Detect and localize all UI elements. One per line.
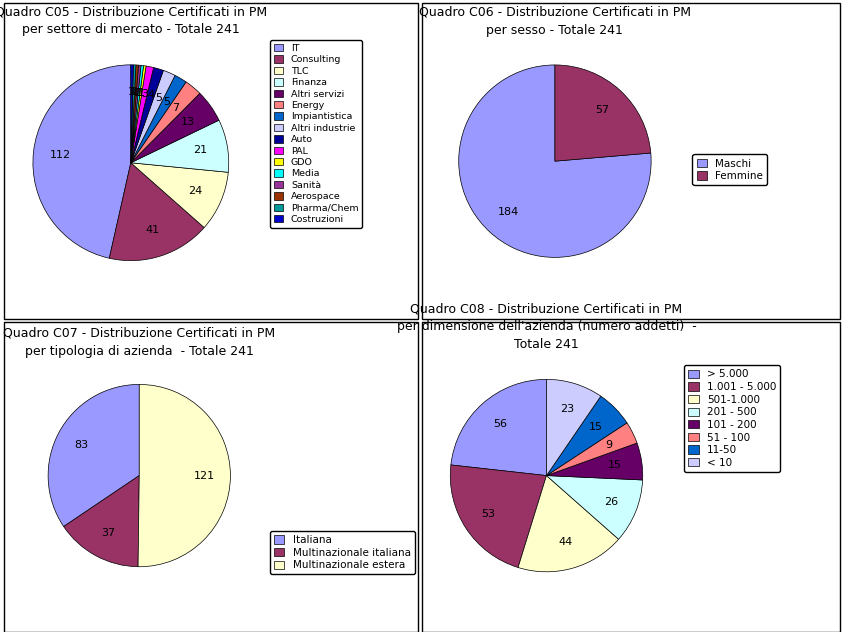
Text: 15: 15 [589, 422, 603, 432]
Wedge shape [131, 65, 133, 163]
Legend: IT, Consulting, TLC, Finanza, Altri servizi, Energy, Impiantistica, Altri indust: IT, Consulting, TLC, Finanza, Altri serv… [270, 40, 362, 228]
Wedge shape [546, 379, 601, 476]
Wedge shape [451, 465, 547, 568]
Text: 56: 56 [493, 419, 507, 429]
Text: 1: 1 [138, 88, 144, 98]
Wedge shape [451, 379, 547, 476]
Wedge shape [131, 94, 219, 163]
Text: 41: 41 [145, 225, 160, 235]
Wedge shape [131, 66, 154, 163]
Wedge shape [131, 65, 136, 163]
Text: 1: 1 [133, 88, 141, 97]
Text: 37: 37 [101, 528, 115, 538]
Text: 121: 121 [194, 471, 215, 481]
Text: 4: 4 [147, 90, 154, 100]
Text: 83: 83 [74, 440, 89, 450]
Text: 26: 26 [603, 497, 618, 507]
Text: 1: 1 [136, 88, 143, 98]
Title: Quadro C05 - Distribuzione Certificati in PM
per settore di mercato - Totale 241: Quadro C05 - Distribuzione Certificati i… [0, 6, 267, 37]
Wedge shape [131, 66, 146, 163]
Wedge shape [33, 65, 131, 258]
Text: 44: 44 [558, 537, 572, 547]
Wedge shape [63, 475, 139, 567]
Text: 24: 24 [188, 186, 203, 196]
Wedge shape [555, 65, 651, 161]
Wedge shape [131, 65, 143, 163]
Wedge shape [547, 396, 627, 476]
Text: 15: 15 [608, 460, 622, 470]
Wedge shape [547, 443, 643, 480]
Text: 1: 1 [132, 87, 139, 97]
Wedge shape [110, 163, 204, 260]
Wedge shape [131, 65, 138, 163]
Text: 1: 1 [130, 87, 137, 97]
Text: 3: 3 [141, 88, 148, 99]
Legend: > 5.000, 1.001 - 5.000, 501-1.000, 201 - 500, 101 - 200, 51 - 100, 11-50, < 10: > 5.000, 1.001 - 5.000, 501-1.000, 201 -… [684, 365, 781, 472]
Wedge shape [518, 476, 619, 572]
Text: 184: 184 [497, 207, 519, 217]
Title: Quadro C07 - Distribuzione Certificati in PM
per tipologia di azienda  - Totale : Quadro C07 - Distribuzione Certificati i… [3, 327, 275, 358]
Text: 9: 9 [605, 440, 612, 449]
Title: Quadro C08 - Distribuzione Certificati in PM
per dimensione dell'azienda (numero: Quadro C08 - Distribuzione Certificati i… [397, 302, 696, 351]
Wedge shape [459, 65, 651, 257]
Wedge shape [131, 163, 228, 228]
Wedge shape [131, 65, 141, 163]
Wedge shape [131, 82, 200, 163]
Text: 7: 7 [172, 104, 179, 113]
Wedge shape [547, 476, 642, 539]
Text: 5: 5 [155, 93, 162, 103]
Text: 23: 23 [560, 404, 574, 415]
Wedge shape [131, 120, 229, 173]
Wedge shape [48, 384, 139, 526]
Wedge shape [131, 75, 186, 163]
Text: 53: 53 [482, 509, 495, 518]
Wedge shape [131, 68, 164, 163]
Wedge shape [138, 384, 230, 567]
Legend: Italiana, Multinazionale italiana, Multinazionale estera: Italiana, Multinazionale italiana, Multi… [270, 531, 415, 574]
Title: Quadro C06 - Distribuzione Certificati in PM
per sesso - Totale 241: Quadro C06 - Distribuzione Certificati i… [419, 6, 691, 37]
Text: 5: 5 [163, 97, 170, 107]
Text: 21: 21 [193, 145, 208, 155]
Text: 1: 1 [128, 87, 135, 97]
Text: 13: 13 [181, 117, 195, 127]
Legend: Maschi, Femmine: Maschi, Femmine [692, 154, 767, 185]
Text: 112: 112 [50, 150, 72, 160]
Wedge shape [547, 423, 637, 476]
Text: 57: 57 [595, 105, 609, 115]
Wedge shape [131, 70, 175, 163]
